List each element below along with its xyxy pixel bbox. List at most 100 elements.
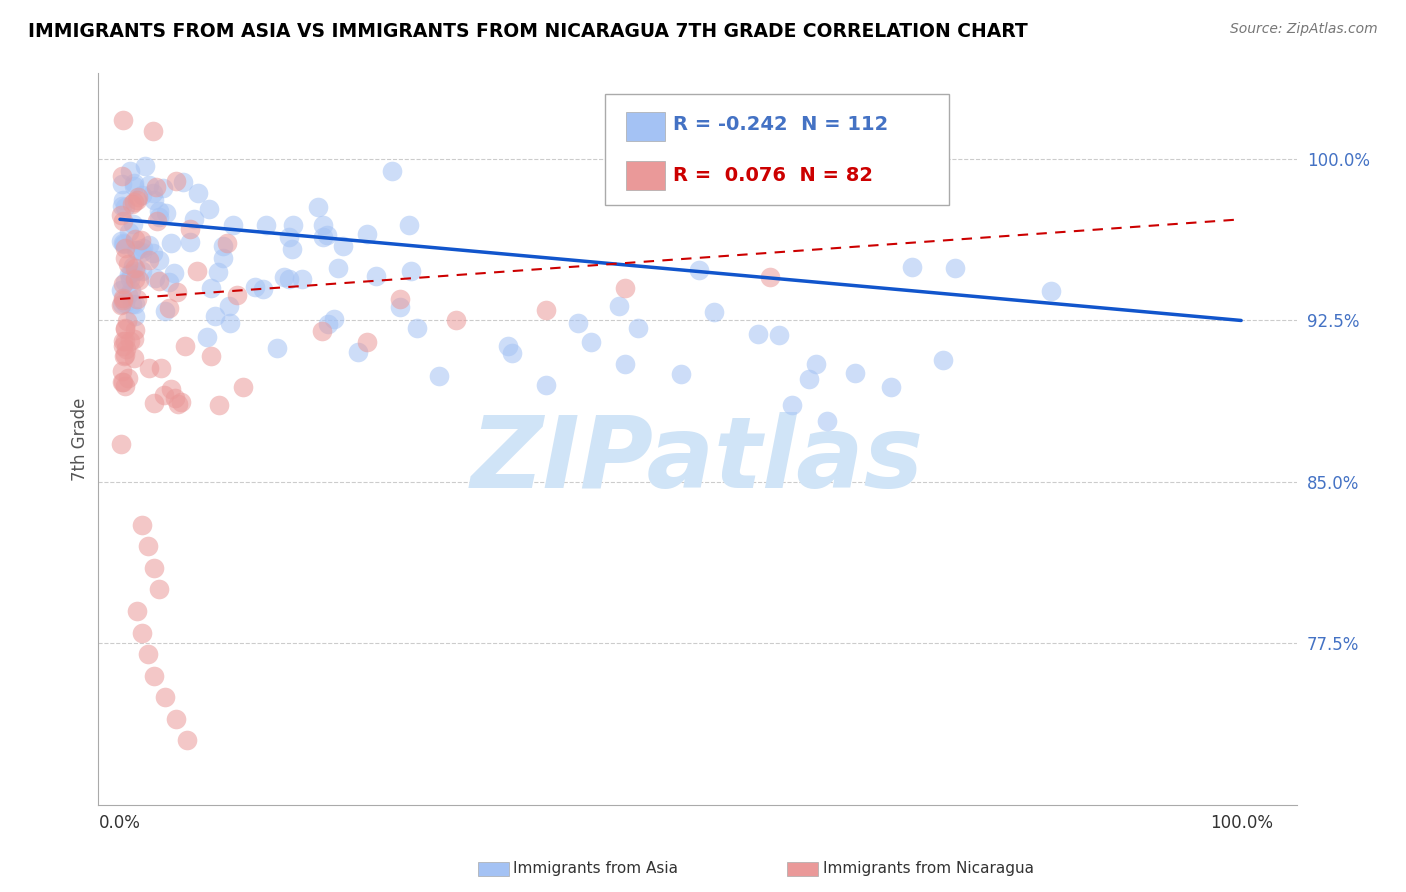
Point (110, 284, 132, 298)
Point (122, 351, 145, 366)
Point (136, 540, 159, 554)
Point (496, 338, 519, 352)
Point (128, 273, 150, 287)
Point (138, 360, 160, 375)
Point (278, 272, 301, 286)
Point (112, 339, 135, 353)
Point (232, 380, 254, 394)
Point (613, 281, 636, 295)
Point (121, 197, 143, 211)
Point (125, 604, 148, 618)
Point (703, 305, 725, 319)
Point (273, 269, 295, 284)
Point (112, 277, 135, 292)
Text: ZIPatlas: ZIPatlas (471, 412, 924, 509)
Point (627, 321, 650, 335)
Point (266, 341, 288, 355)
Point (316, 317, 339, 331)
Point (136, 647, 159, 661)
Point (111, 193, 134, 207)
Point (204, 309, 226, 323)
Text: Immigrants from Nicaragua: Immigrants from Nicaragua (823, 862, 1033, 876)
Point (148, 274, 170, 288)
Point (311, 324, 333, 338)
Point (172, 175, 194, 189)
Text: Source: ZipAtlas.com: Source: ZipAtlas.com (1230, 22, 1378, 37)
Point (129, 233, 152, 247)
Point (312, 218, 335, 232)
Point (429, 369, 451, 384)
Point (111, 199, 134, 213)
Point (218, 316, 240, 330)
Point (501, 345, 523, 359)
Point (218, 299, 240, 313)
Point (226, 288, 249, 302)
Point (131, 625, 153, 640)
Point (176, 733, 198, 747)
Point (143, 270, 166, 285)
Point (155, 206, 177, 220)
Point (131, 517, 153, 532)
Point (118, 225, 141, 239)
Point (127, 193, 149, 207)
Point (142, 186, 165, 200)
Point (579, 334, 602, 349)
Point (198, 202, 221, 216)
Point (759, 270, 782, 285)
Point (114, 200, 136, 214)
Point (815, 414, 838, 428)
Point (114, 379, 136, 393)
Point (212, 252, 235, 266)
Point (381, 164, 404, 178)
Point (200, 281, 222, 295)
Point (149, 360, 172, 375)
Point (153, 304, 176, 318)
Point (446, 313, 468, 327)
Text: Immigrants from Asia: Immigrants from Asia (513, 862, 678, 876)
Point (122, 194, 145, 209)
Point (157, 275, 180, 289)
Point (112, 236, 135, 251)
Point (1040, 284, 1063, 298)
Point (179, 235, 201, 249)
Point (534, 302, 557, 317)
Point (901, 260, 924, 274)
Point (143, 395, 166, 409)
Point (844, 366, 866, 380)
Point (114, 321, 136, 335)
Point (316, 227, 339, 242)
Point (688, 263, 710, 277)
Point (669, 368, 692, 382)
Point (132, 241, 155, 255)
Point (138, 238, 160, 252)
Point (222, 218, 245, 232)
Point (110, 208, 132, 222)
Point (124, 297, 146, 311)
Point (200, 349, 222, 363)
Point (312, 230, 335, 244)
Point (212, 239, 235, 253)
Point (166, 285, 188, 300)
Point (406, 321, 429, 335)
Point (567, 316, 589, 330)
Point (283, 218, 305, 232)
Point (115, 313, 138, 327)
Text: R =  0.076  N = 82: R = 0.076 N = 82 (673, 166, 873, 186)
Point (122, 259, 145, 273)
Point (112, 349, 135, 363)
Point (159, 236, 181, 251)
Point (153, 690, 176, 704)
Point (124, 272, 146, 286)
Point (356, 227, 378, 242)
Point (607, 299, 630, 313)
Point (121, 217, 143, 231)
Point (114, 348, 136, 362)
Point (120, 266, 142, 280)
Point (943, 260, 966, 275)
Point (195, 329, 218, 343)
Point (134, 159, 156, 173)
Text: IMMIGRANTS FROM ASIA VS IMMIGRANTS FROM NICARAGUA 7TH GRADE CORRELATION CHART: IMMIGRANTS FROM ASIA VS IMMIGRANTS FROM … (28, 22, 1028, 41)
Point (114, 241, 136, 255)
Point (111, 178, 134, 192)
Point (138, 178, 160, 193)
